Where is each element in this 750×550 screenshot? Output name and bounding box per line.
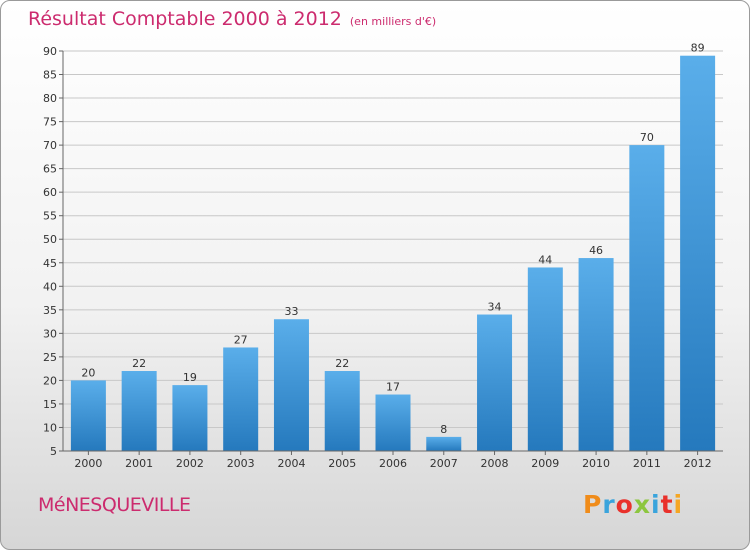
bar-value-label: 89 [691,42,705,55]
logo-letter: x [633,490,651,519]
bar-2004 [273,319,309,451]
x-tick-label: 2003 [227,457,255,470]
x-tick-label: 2012 [684,457,712,470]
logo-letter: o [615,490,634,519]
chart-subtitle: (en milliers d'€) [349,15,437,28]
bar-value-label: 34 [488,301,502,314]
bar-2001 [121,371,157,451]
y-tick-label: 55 [43,210,57,223]
bar-2012 [680,55,716,452]
logo-letter: P [583,490,603,519]
bar-value-label: 20 [81,366,95,379]
bar-value-label: 22 [132,357,146,370]
y-tick-label: 65 [43,163,57,176]
x-tick-label: 2008 [481,457,509,470]
bar-value-label: 8 [440,423,447,436]
bar-value-label: 33 [284,305,298,318]
x-tick-label: 2000 [74,457,102,470]
x-tick-label: 2005 [328,457,356,470]
y-tick-label: 45 [43,257,57,270]
bar-2005 [324,371,360,451]
chart-title-block: Résultat Comptable 2000 à 2012 (en millie… [28,8,436,30]
x-tick-label: 2006 [379,457,407,470]
y-tick-label: 75 [43,116,57,129]
bar-value-label: 22 [335,357,349,370]
logo-letter: i [651,490,661,519]
bar-value-label: 27 [234,333,248,346]
y-tick-label: 5 [50,445,57,458]
town-name: MéNESQUEVILLE [38,494,191,516]
bar-2010 [578,258,614,451]
x-tick-label: 2002 [176,457,204,470]
x-tick-label: 2004 [277,457,305,470]
x-tick-label: 2009 [531,457,559,470]
chart-title: Résultat Comptable 2000 à 2012 [28,8,342,30]
y-tick-label: 25 [43,351,57,364]
logo-letter: t [660,490,674,519]
bar-value-label: 44 [538,253,552,266]
y-tick-label: 40 [43,280,57,293]
y-tick-label: 60 [43,186,57,199]
x-tick-label: 2001 [125,457,153,470]
y-tick-label: 50 [43,233,57,246]
y-tick-label: 80 [43,92,57,105]
bar-2000 [70,380,106,451]
bar-2006 [375,394,411,451]
bar-value-label: 19 [183,371,197,384]
y-tick-label: 15 [43,398,57,411]
logo-letter: r [602,490,616,519]
y-tick-label: 70 [43,139,57,152]
bar-value-label: 46 [589,244,603,257]
x-tick-label: 2007 [430,457,458,470]
y-tick-label: 20 [43,374,57,387]
bars: 20 22 19 27 33 22 17 8 34 44 46 70 89 [70,42,716,452]
y-tick-label: 85 [43,69,57,82]
y-tick-label: 30 [43,327,57,340]
x-axis-ticks: 2000 2001 2002 2003 2004 2005 2006 2007 2008 2009… [74,451,712,470]
bar-2011 [629,145,665,451]
bar-value-label: 17 [386,381,400,394]
x-tick-label: 2011 [633,457,661,470]
bar-2002 [172,385,208,451]
proxiti-logo[interactable]: Proxiti [583,490,683,519]
bar-2009 [527,267,563,451]
y-tick-label: 35 [43,304,57,317]
y-axis-ticks: 5 10 15 20 25 30 35 40 45 50 55 60 65 70 75 80 85 90 [43,45,63,458]
bar-2008 [477,314,513,451]
bar-2007 [426,436,462,451]
bar-2003 [223,347,259,451]
y-tick-label: 90 [43,45,57,58]
logo-letter: i [673,490,684,519]
bar-value-label: 70 [640,131,654,144]
y-tick-label: 10 [43,421,57,434]
x-tick-label: 2010 [582,457,610,470]
